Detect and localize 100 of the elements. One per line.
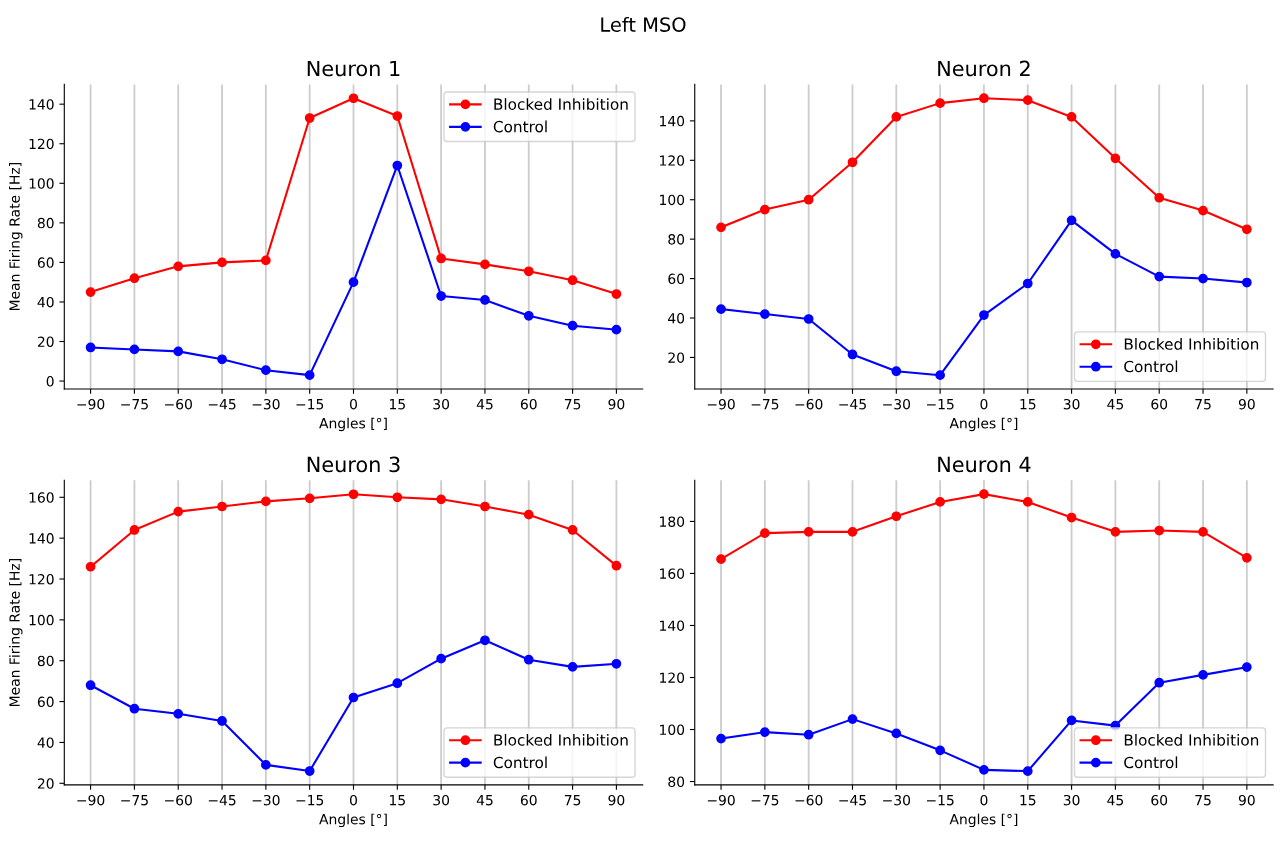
point	[260, 496, 271, 507]
y-tick-label: 140	[660, 620, 685, 631]
point	[348, 489, 359, 500]
point	[1022, 278, 1033, 289]
point	[85, 287, 96, 297]
point	[935, 98, 945, 108]
point	[217, 716, 227, 726]
point	[436, 291, 446, 301]
y-tick-label: 60	[37, 696, 54, 708]
point	[935, 497, 945, 507]
x-axis-title: Angles [°]	[319, 417, 387, 432]
point	[217, 354, 227, 365]
y-tick-label: 80	[37, 655, 54, 667]
point	[85, 342, 96, 353]
point	[847, 714, 858, 724]
chart-title: Neuron 1	[307, 60, 400, 77]
point	[480, 501, 490, 512]
y-tick-label: 40	[37, 296, 54, 308]
y-tick-label: 80	[668, 234, 685, 245]
point	[611, 289, 622, 299]
x-axis-title: Angles [°]	[319, 813, 387, 828]
y-tick-label: 140	[660, 115, 685, 127]
point	[129, 344, 140, 355]
y-tick-label: 120	[660, 672, 685, 683]
point	[480, 635, 490, 646]
point	[523, 654, 534, 665]
point	[85, 561, 96, 572]
y-tick-label: 140	[29, 99, 54, 110]
x-tick-label: −90	[77, 398, 105, 410]
point	[217, 501, 227, 512]
x-tick-label: −75	[121, 399, 148, 410]
point	[1066, 512, 1077, 523]
point	[847, 526, 858, 537]
y-tick-label: 180	[660, 516, 685, 527]
point	[260, 760, 271, 770]
x-tick-label: 75	[564, 795, 581, 806]
y-axis-title: Mean Firing Rate [Hz]	[9, 559, 23, 707]
y-tick-label: 120	[660, 155, 685, 166]
y-tick-label: 160	[29, 492, 54, 503]
point	[392, 678, 403, 689]
x-tick-label: 60	[520, 794, 537, 806]
y-tick-label: 40	[668, 312, 685, 324]
x-tick-label: 0	[980, 398, 988, 410]
point	[759, 727, 770, 737]
chart-subtitle: Left MSO	[601, 16, 686, 32]
chart-title: Neuron 2	[938, 60, 1030, 77]
point	[803, 314, 814, 324]
x-tick-label: 0	[349, 794, 357, 806]
point	[1198, 670, 1208, 680]
chart-title: Neuron 4	[938, 456, 1031, 473]
x-tick-label: −15	[926, 399, 954, 410]
x-tick-label: 60	[1151, 398, 1168, 410]
y-tick-label: 100	[29, 614, 54, 626]
x-axis-title: Angles [°]	[949, 813, 1018, 828]
x-tick-label: −30	[883, 794, 911, 806]
x-tick-label: 45	[1107, 795, 1124, 806]
point	[611, 324, 622, 335]
y-tick-label: 60	[668, 273, 685, 285]
point	[979, 489, 989, 499]
point	[979, 93, 989, 104]
point	[348, 692, 359, 703]
y-tick-label: 20	[37, 778, 54, 789]
y-tick-label: 120	[29, 138, 54, 150]
point	[173, 708, 184, 719]
point	[1241, 224, 1252, 235]
point	[348, 93, 359, 104]
point	[1066, 715, 1077, 726]
point	[891, 511, 902, 522]
x-tick-label: −30	[252, 398, 280, 410]
point	[1022, 766, 1033, 776]
point	[480, 259, 490, 270]
x-tick-label: −45	[839, 795, 866, 806]
x-tick-label: 30	[433, 794, 450, 806]
point	[436, 253, 446, 264]
point	[304, 493, 315, 504]
x-tick-label: 0	[349, 398, 357, 410]
y-tick-label: 100	[660, 194, 685, 206]
point	[260, 365, 271, 376]
x-tick-label: −15	[926, 795, 954, 806]
point	[1198, 205, 1208, 216]
x-tick-label: −15	[296, 399, 324, 410]
y-tick-label: 60	[37, 257, 54, 268]
point	[173, 261, 184, 272]
point	[847, 157, 858, 168]
x-tick-label: −60	[795, 794, 823, 806]
x-tick-label: 90	[1238, 398, 1255, 410]
x-tick-label: −75	[751, 399, 779, 410]
point	[1154, 677, 1165, 688]
x-tick-label: 0	[980, 794, 988, 806]
chart-title: Neuron 3	[307, 456, 400, 473]
x-tick-label: 60	[1151, 794, 1168, 806]
y-tick-label: 80	[37, 217, 54, 229]
point	[567, 275, 578, 286]
x-axis-title: Angles [°]	[949, 417, 1018, 432]
point	[1241, 662, 1252, 672]
x-tick-label: 30	[1063, 398, 1080, 410]
point	[611, 560, 622, 571]
x-tick-label: −90	[707, 398, 735, 410]
point	[847, 349, 858, 360]
y-tick-label: 100	[29, 178, 54, 189]
